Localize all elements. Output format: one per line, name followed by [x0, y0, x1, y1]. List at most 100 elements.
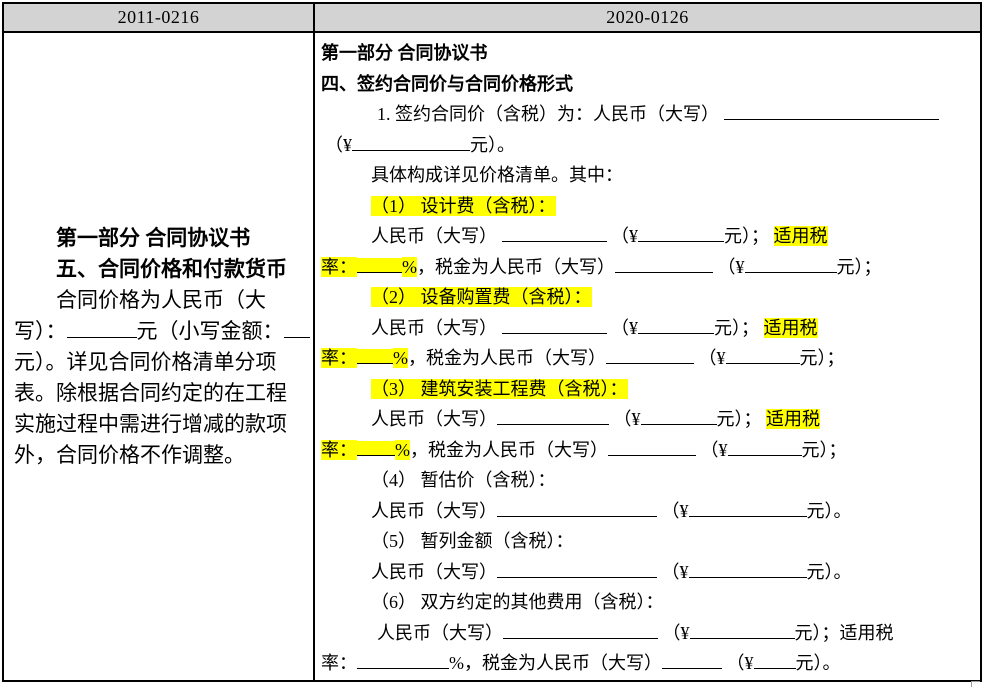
text-run: （¥ [722, 653, 754, 673]
text-run: 第一部分 合同协议书 [321, 43, 488, 63]
blank-field [723, 105, 939, 120]
blank-field [501, 227, 607, 242]
text-run: （¥ [658, 622, 690, 643]
blank-field [689, 624, 795, 639]
item3-header: （3） 建筑安装工程费（含税）： [321, 374, 976, 405]
text-run: （¥ [609, 409, 641, 429]
blank-field [606, 349, 694, 364]
left-part-title: 第一部分 合同协议书 [14, 223, 309, 254]
item6-tax-line: 率： %，税金为人民币（大写） （¥ 元）。 [321, 648, 976, 679]
item6-header: （6） 双方约定的其他费用（含税）： [321, 587, 976, 618]
text-run: %，税金为人民币（大写） [449, 653, 662, 673]
table-body-row: 第一部分 合同协议书五、合同价格和付款货币合同价格为人民币（大写）： 元（小写金额… [4, 33, 980, 680]
old-version-label: 2011-0216 [117, 7, 200, 27]
highlighted-text: % [393, 348, 408, 368]
highlighted-blank-field [357, 349, 393, 364]
blank-field [638, 227, 724, 242]
header-cell-new-version: 2020-0126 [315, 4, 980, 31]
blank-field [497, 563, 657, 578]
highlighted-text: （1） 设计费（含税）： [371, 195, 556, 216]
text-run: 元）； [714, 317, 764, 338]
text-run: 元）； [716, 409, 766, 429]
text-run: 人民币（大写） [371, 317, 502, 338]
item1-header: （1） 设计费（含税）： [321, 191, 976, 222]
text-run: 元）。 [470, 134, 515, 155]
blank-field [501, 319, 607, 334]
blank-field [688, 563, 807, 578]
highlighted-text: 率： [321, 348, 357, 368]
item4-header: （4） 暂估价（含税）： [321, 465, 976, 496]
highlighted-text: （2） 设备购置费（含税）： [371, 287, 592, 307]
text-run: 人民币（大写） [371, 226, 502, 246]
text-run: （5） 暂列金额（含税）： [371, 531, 574, 551]
text-run: 元）； [799, 348, 845, 368]
blank-field [727, 441, 802, 456]
right-part-title: 第一部分 合同协议书 [321, 38, 976, 69]
new-version-content-cell: 第一部分 合同协议书 四、签约合同价与合同价格形式 1. 签约合同价（含税）为：人民… [315, 33, 980, 680]
left-body-line-4: 表。除根据合同约定的在工程 [14, 378, 309, 409]
blank-field [662, 654, 722, 669]
text-run: （¥ [325, 134, 352, 155]
text-run: 率： [321, 653, 357, 673]
blank-field [497, 502, 657, 517]
left-body-line-6: 外，合同价格不作调整。 [14, 440, 309, 471]
text-run: 元）。 [795, 653, 841, 673]
text-run: ，税金为人民币（大写） [410, 439, 608, 460]
text-run: 外，合同价格不作调整。 [14, 443, 245, 467]
composition-note: 具体构成详见价格清单。其中： [321, 160, 976, 191]
text-run: 元）。 [806, 561, 852, 582]
blank-field [497, 410, 609, 425]
highlighted-text: % [395, 439, 410, 460]
text-run: 写）： [14, 319, 67, 343]
table-header-row: 2011-0216 2020-0126 [4, 4, 980, 33]
text-run: 元）。 [806, 500, 852, 521]
left-body-line-2: 写）： 元（小写金额： [14, 316, 310, 347]
highlighted-text: 适用税 [763, 317, 818, 338]
text-run: 元）； [801, 439, 847, 460]
text-run: （¥ [696, 439, 728, 460]
text-run: 人民币（大写） [377, 622, 503, 643]
text-run: 表。除根据合同约定的在工程 [14, 381, 287, 405]
clause1-line-1: 1. 签约合同价（含税）为：人民币（大写） [321, 99, 976, 130]
blank-field [725, 349, 800, 364]
old-version-content-cell: 第一部分 合同协议书五、合同价格和付款货币合同价格为人民币（大写）： 元（小写金额… [4, 33, 315, 680]
blank-field [66, 323, 137, 338]
text-run: （¥ [606, 226, 638, 246]
blank-field [640, 410, 717, 425]
left-section-title: 五、合同价格和付款货币 [14, 254, 309, 285]
item3-tax-line: 率： %，税金为人民币（大写） （¥ 元）； [321, 435, 976, 466]
left-body-line-1: 合同价格为人民币（大 [14, 285, 309, 316]
blank-field [283, 323, 310, 338]
highlighted-text: % [402, 256, 417, 277]
text-run: （¥ [657, 500, 689, 521]
highlighted-text: （3） 建筑安装工程费（含税）： [371, 378, 628, 399]
table-resize-handle-mark [971, 681, 980, 687]
text-run: 元）。详见合同价格清单分项 [14, 350, 277, 374]
blank-field [744, 258, 837, 273]
left-body-line-5: 实施过程中需进行增减的款项 [14, 409, 309, 440]
blank-field [688, 502, 807, 517]
text-run: （¥ [694, 348, 726, 368]
item1-tax-line: 率： %，税金为人民币（大写） （¥ 元）； [321, 252, 976, 283]
clause1-line-2: （¥ 元）。 [321, 130, 976, 161]
item6-amount-line: 人民币（大写） （¥ 元）；适用税 [321, 618, 976, 649]
blank-field [357, 654, 449, 669]
highlighted-blank-field [357, 440, 395, 456]
highlighted-text: 适用税 [773, 226, 828, 246]
blank-field [615, 258, 713, 273]
new-version-label: 2020-0126 [606, 7, 689, 27]
text-run: 具体构成详见价格清单。其中： [371, 165, 623, 185]
text-run: （¥ [657, 561, 689, 582]
text-run: 五、合同价格和付款货币 [56, 257, 287, 281]
text-run: 人民币（大写） [371, 409, 497, 429]
text-run: 实施过程中需进行增减的款项 [14, 412, 287, 436]
item3-amount-line: 人民币（大写） （¥ 元）； 适用税 [321, 404, 976, 435]
text-run: （¥ [713, 256, 745, 277]
left-body-line-3: 元）。详见合同价格清单分项 [14, 347, 309, 378]
blank-field [638, 319, 714, 334]
item1-amount-line: 人民币（大写） （¥ 元）； 适用税 [321, 221, 976, 252]
highlighted-text: 率： [321, 439, 357, 460]
item5-amount-line: 人民币（大写） （¥ 元）。 [321, 557, 976, 588]
text-run: 元（小写金额： [136, 319, 284, 343]
